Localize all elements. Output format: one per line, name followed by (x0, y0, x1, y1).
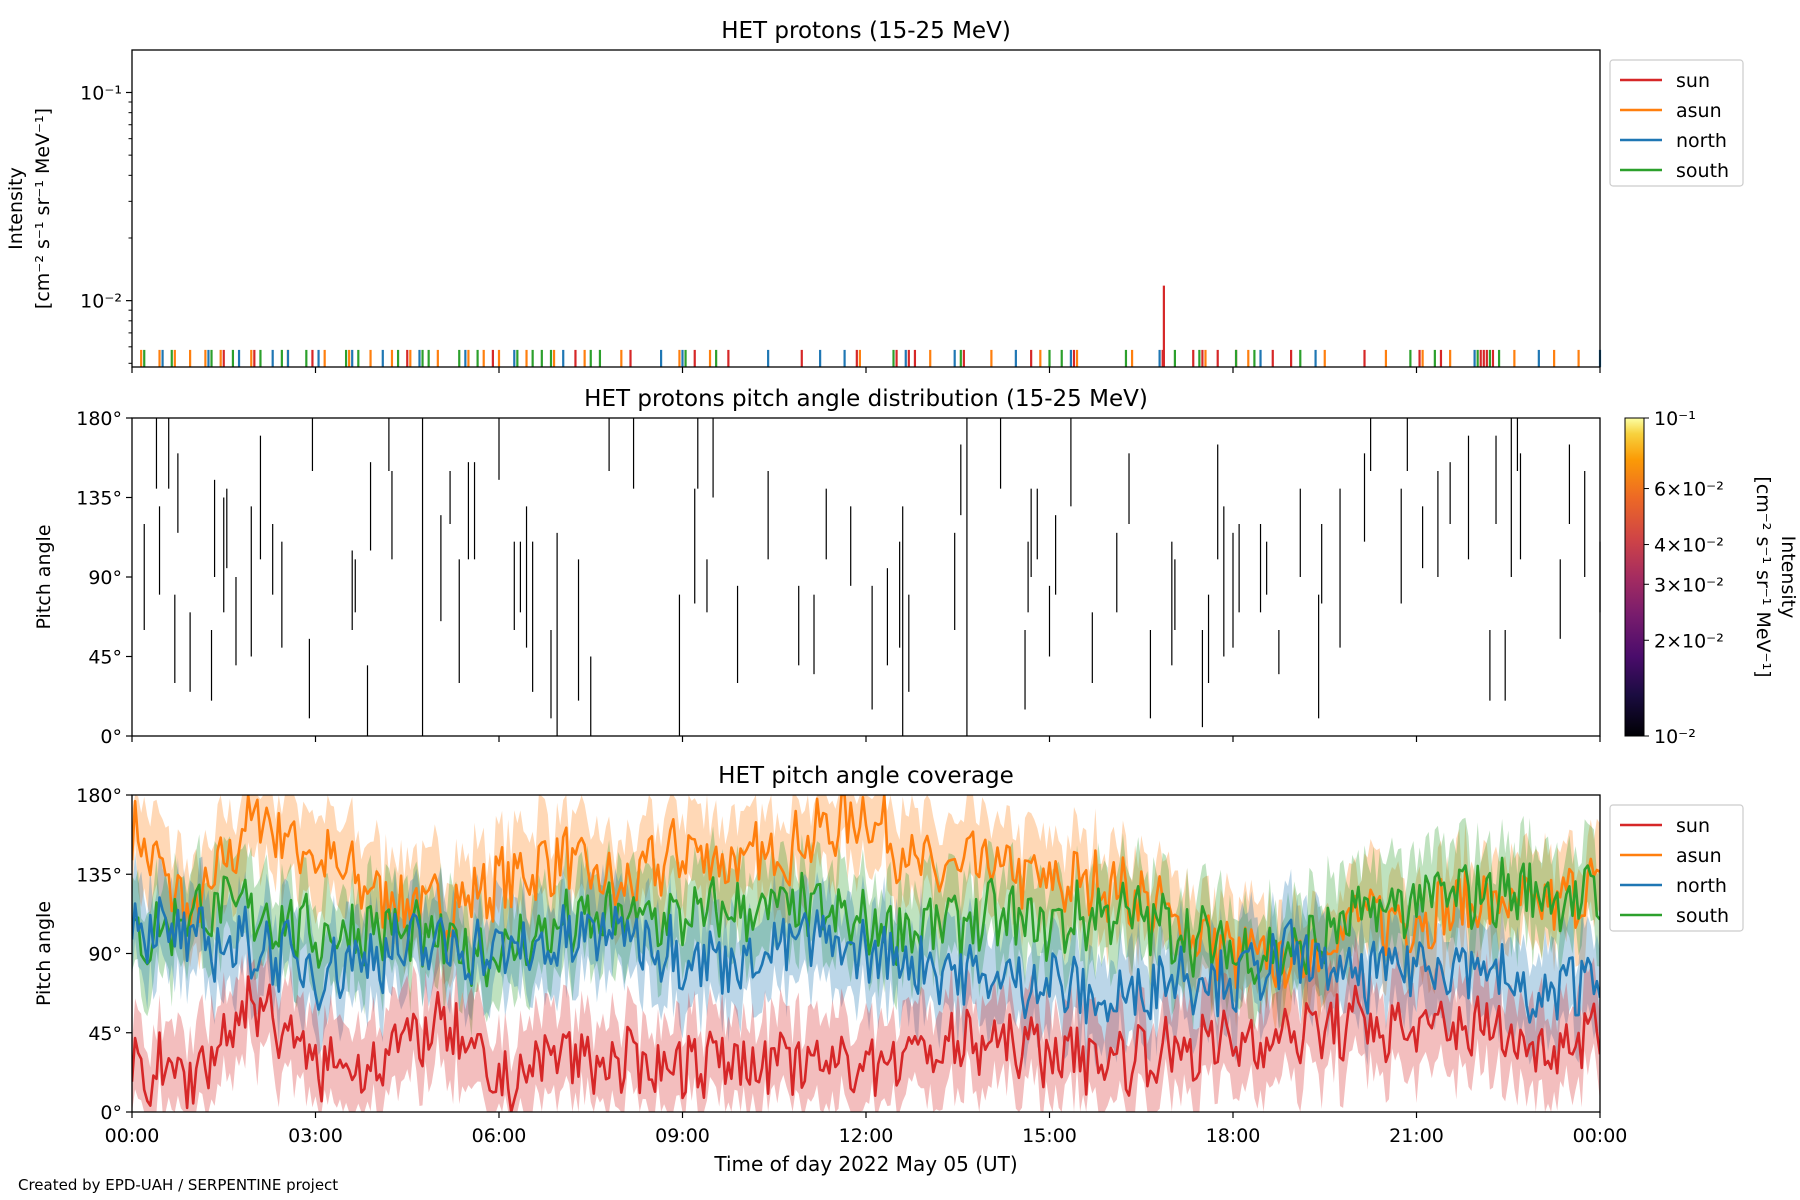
legend-label-sun: sun (1676, 815, 1710, 837)
x-tick-label: 00:00 (105, 1125, 160, 1147)
y-tick-label: 0° (100, 726, 122, 748)
pad-ylabel: Pitch angle (33, 524, 55, 629)
y-tick-label: 10⁻¹ (80, 82, 122, 104)
intensity-ylabel: Intensity (5, 167, 27, 250)
series-line-asun (132, 795, 1600, 990)
legend-label-asun: asun (1676, 100, 1722, 122)
colorbar-tick-label: 3×10⁻² (1654, 574, 1724, 596)
legend-label-north: north (1676, 875, 1727, 897)
x-tick-label: 21:00 (1389, 1125, 1444, 1147)
legend-label-south: south (1676, 905, 1729, 927)
intensity-title: HET protons (15-25 MeV) (721, 18, 1011, 44)
y-tick-label: 10⁻² (80, 291, 122, 313)
series-line-north (132, 896, 1600, 1025)
y-tick-label: 45° (88, 647, 122, 669)
colorbar-label: Intensity (1777, 536, 1799, 619)
colorbar-label-unit: [cm⁻² s⁻¹ sr⁻¹ MeV⁻¹] (1752, 476, 1774, 677)
legend-label-south: south (1676, 160, 1729, 182)
x-tick-label: 09:00 (655, 1125, 710, 1147)
colorbar-tick-label: 2×10⁻² (1654, 630, 1724, 652)
y-tick-label: 135° (76, 488, 122, 510)
legend-label-sun: sun (1676, 70, 1710, 92)
x-tick-label: 06:00 (472, 1125, 527, 1147)
pad-title: HET protons pitch angle distribution (15… (584, 386, 1148, 412)
x-tick-label: 12:00 (839, 1125, 894, 1147)
x-tick-label: 18:00 (1206, 1125, 1261, 1147)
band-asun (132, 795, 1600, 1034)
intensity-frame (131, 49, 1601, 368)
y-tick-label: 180° (76, 408, 122, 430)
colorbar (1624, 417, 1645, 737)
series-line-sun (132, 975, 1600, 1112)
x-axis-label: Time of day 2022 May 05 (UT) (713, 1152, 1017, 1176)
colorbar-tick-label: 4×10⁻² (1654, 535, 1724, 557)
y-tick-label: 135° (76, 864, 122, 886)
series-line-south (132, 856, 1600, 988)
colorbar-tick-label: 10⁻² (1654, 726, 1696, 748)
x-tick-label: 15:00 (1022, 1125, 1077, 1147)
intensity-ylabel-unit: [cm⁻² s⁻¹ sr⁻¹ MeV⁻¹] (32, 108, 54, 309)
y-tick-label: 90° (88, 567, 122, 589)
footer-credit: Created by EPD-UAH / SERPENTINE project (18, 1176, 339, 1194)
coverage-ylabel: Pitch angle (33, 901, 55, 1006)
y-tick-label: 0° (100, 1102, 122, 1124)
legend-label-north: north (1676, 130, 1727, 152)
y-tick-label: 90° (88, 944, 122, 966)
y-tick-label: 180° (76, 785, 122, 807)
legend-label-asun: asun (1676, 845, 1722, 867)
coverage-title: HET pitch angle coverage (718, 763, 1014, 789)
colorbar-tick-label: 10⁻¹ (1654, 408, 1696, 430)
x-tick-label: 00:00 (1573, 1125, 1628, 1147)
colorbar-tick-label: 6×10⁻² (1654, 479, 1724, 501)
coverage-legend (1609, 804, 1744, 932)
x-tick-label: 03:00 (288, 1125, 343, 1147)
y-tick-label: 45° (88, 1023, 122, 1045)
intensity-legend (1609, 59, 1744, 187)
